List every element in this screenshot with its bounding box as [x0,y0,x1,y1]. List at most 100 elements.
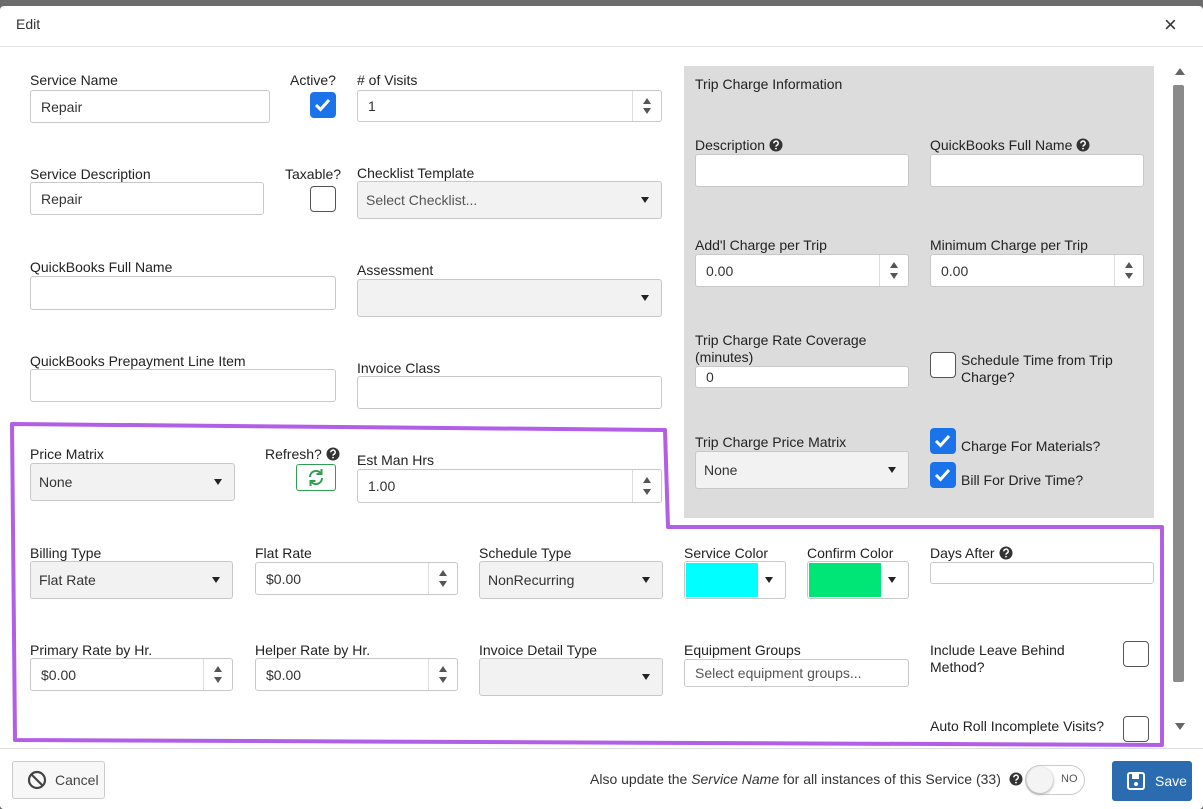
spin-up [439,666,447,672]
spin-up [643,98,651,104]
label-text: Trip Charge Price Matrix [695,434,847,450]
cancel-icon [27,770,47,790]
label-text: Service Description [30,166,151,182]
field-label: Flat Rate [255,545,312,562]
input-box[interactable]: 0.00 [930,254,1144,287]
checkbox[interactable] [1123,716,1149,742]
field-label: Refresh? [265,446,340,463]
label-text: Helper Rate by Hr. [255,642,371,658]
input-box[interactable]: Repair [30,182,264,215]
scrollbar[interactable] [1172,64,1186,744]
cancel-label: Cancel [55,772,99,788]
input-box[interactable]: 1.00 [357,469,662,503]
spinner[interactable] [632,91,661,121]
dropdown-arrow [641,197,649,203]
select-box[interactable]: NonRecurring [479,561,663,599]
select-box[interactable]: None [30,463,235,501]
input-box[interactable]: 0.00 [695,254,909,287]
select-box[interactable]: None [695,451,909,489]
field-label: Primary Rate by Hr. [30,642,152,659]
input-value: 0.00 [706,262,734,279]
checkbox[interactable] [930,352,956,378]
select-box[interactable] [479,658,663,696]
field-label: Bill For Drive Time? [961,472,1141,489]
spinner[interactable] [1114,255,1143,286]
field-label: Service Description [30,166,151,183]
field-label: Include Leave Behind Method? [930,642,1080,676]
field-label: Schedule Time from Trip Charge? [961,352,1126,386]
select-box[interactable]: Select Checklist... [357,181,662,219]
input-box[interactable]: 0 [695,366,909,388]
field-label: QuickBooks Prepayment Line Item [30,353,246,370]
help-icon [1009,772,1023,786]
label-text: Include Leave Behind Method? [930,642,1065,675]
dropdown-arrow [214,479,222,485]
checkbox[interactable] [1123,641,1149,667]
input-box[interactable]: $0.00 [255,658,458,691]
field-label: Description [695,137,783,154]
input-box[interactable]: $0.00 [30,658,233,691]
input-box[interactable] [30,369,336,402]
label-text: Est Man Hrs [357,452,435,468]
input-box[interactable] [30,276,336,310]
label-text: Charge For Materials? [961,438,1101,454]
toggle[interactable]: NO [1025,765,1085,795]
label-text: Assessment [357,262,434,278]
help-icon [999,546,1013,560]
select-box[interactable]: Flat Rate [30,561,233,599]
check-mark [934,468,951,482]
input-value: NonRecurring [488,572,575,588]
refresh-icon [308,469,324,486]
input-box[interactable]: $0.00 [255,562,458,595]
close-button[interactable]: × [1164,12,1177,37]
dropdown-arrow [212,577,220,583]
input-box[interactable] [930,154,1144,187]
field-label: Schedule Type [479,545,571,562]
select-box[interactable] [357,279,662,317]
field-label: Days After [930,545,1013,562]
label-text: # of Visits [357,72,418,88]
input-box[interactable] [695,154,909,187]
input-box[interactable] [930,562,1154,584]
checkbox[interactable] [310,92,336,118]
color-swatch [809,563,881,597]
field-label: Trip Charge Price Matrix [695,434,846,451]
spinner[interactable] [632,470,661,502]
checkbox[interactable] [310,186,336,212]
label-text: Checklist Template [357,165,475,181]
edit-dialog: Edit × Trip Charge Information Cancel Al… [0,6,1203,809]
spinner[interactable] [428,563,457,594]
color-picker[interactable] [807,561,909,599]
field-label: # of Visits [357,72,417,89]
input-box[interactable]: Select equipment groups... [684,659,909,687]
dialog-title: Edit [16,16,41,32]
label-text: Service Name [30,72,118,88]
trip-panel [684,66,1154,518]
input-box[interactable] [357,376,662,409]
checkbox[interactable] [930,462,956,488]
input-box[interactable]: Repair [30,90,270,123]
spinner[interactable] [428,659,457,690]
cancel-button[interactable]: Cancel [12,761,105,799]
input-value: $0.00 [266,570,302,587]
field-label: Charge For Materials? [961,438,1141,455]
footer [0,748,1203,809]
input-box[interactable]: 1 [357,90,662,122]
label-text: Days After [930,545,995,561]
checkbox[interactable] [930,428,956,454]
field-label: Invoice Class [357,360,440,377]
color-picker[interactable] [684,561,786,599]
check-mark [934,434,951,448]
save-button[interactable]: Save [1112,761,1192,801]
refresh-button[interactable] [296,464,336,491]
note-text: Also update the [590,771,688,787]
label-text: Price Matrix [30,446,104,462]
input-value: 0 [706,369,714,385]
spinner[interactable] [203,659,232,690]
spinner[interactable] [879,255,908,286]
dropdown-arrow [888,577,896,583]
input-value: 0.00 [941,262,969,279]
field-label: QuickBooks Full Name [30,259,172,276]
input-value: 1.00 [368,478,396,494]
spin-down [643,108,651,114]
